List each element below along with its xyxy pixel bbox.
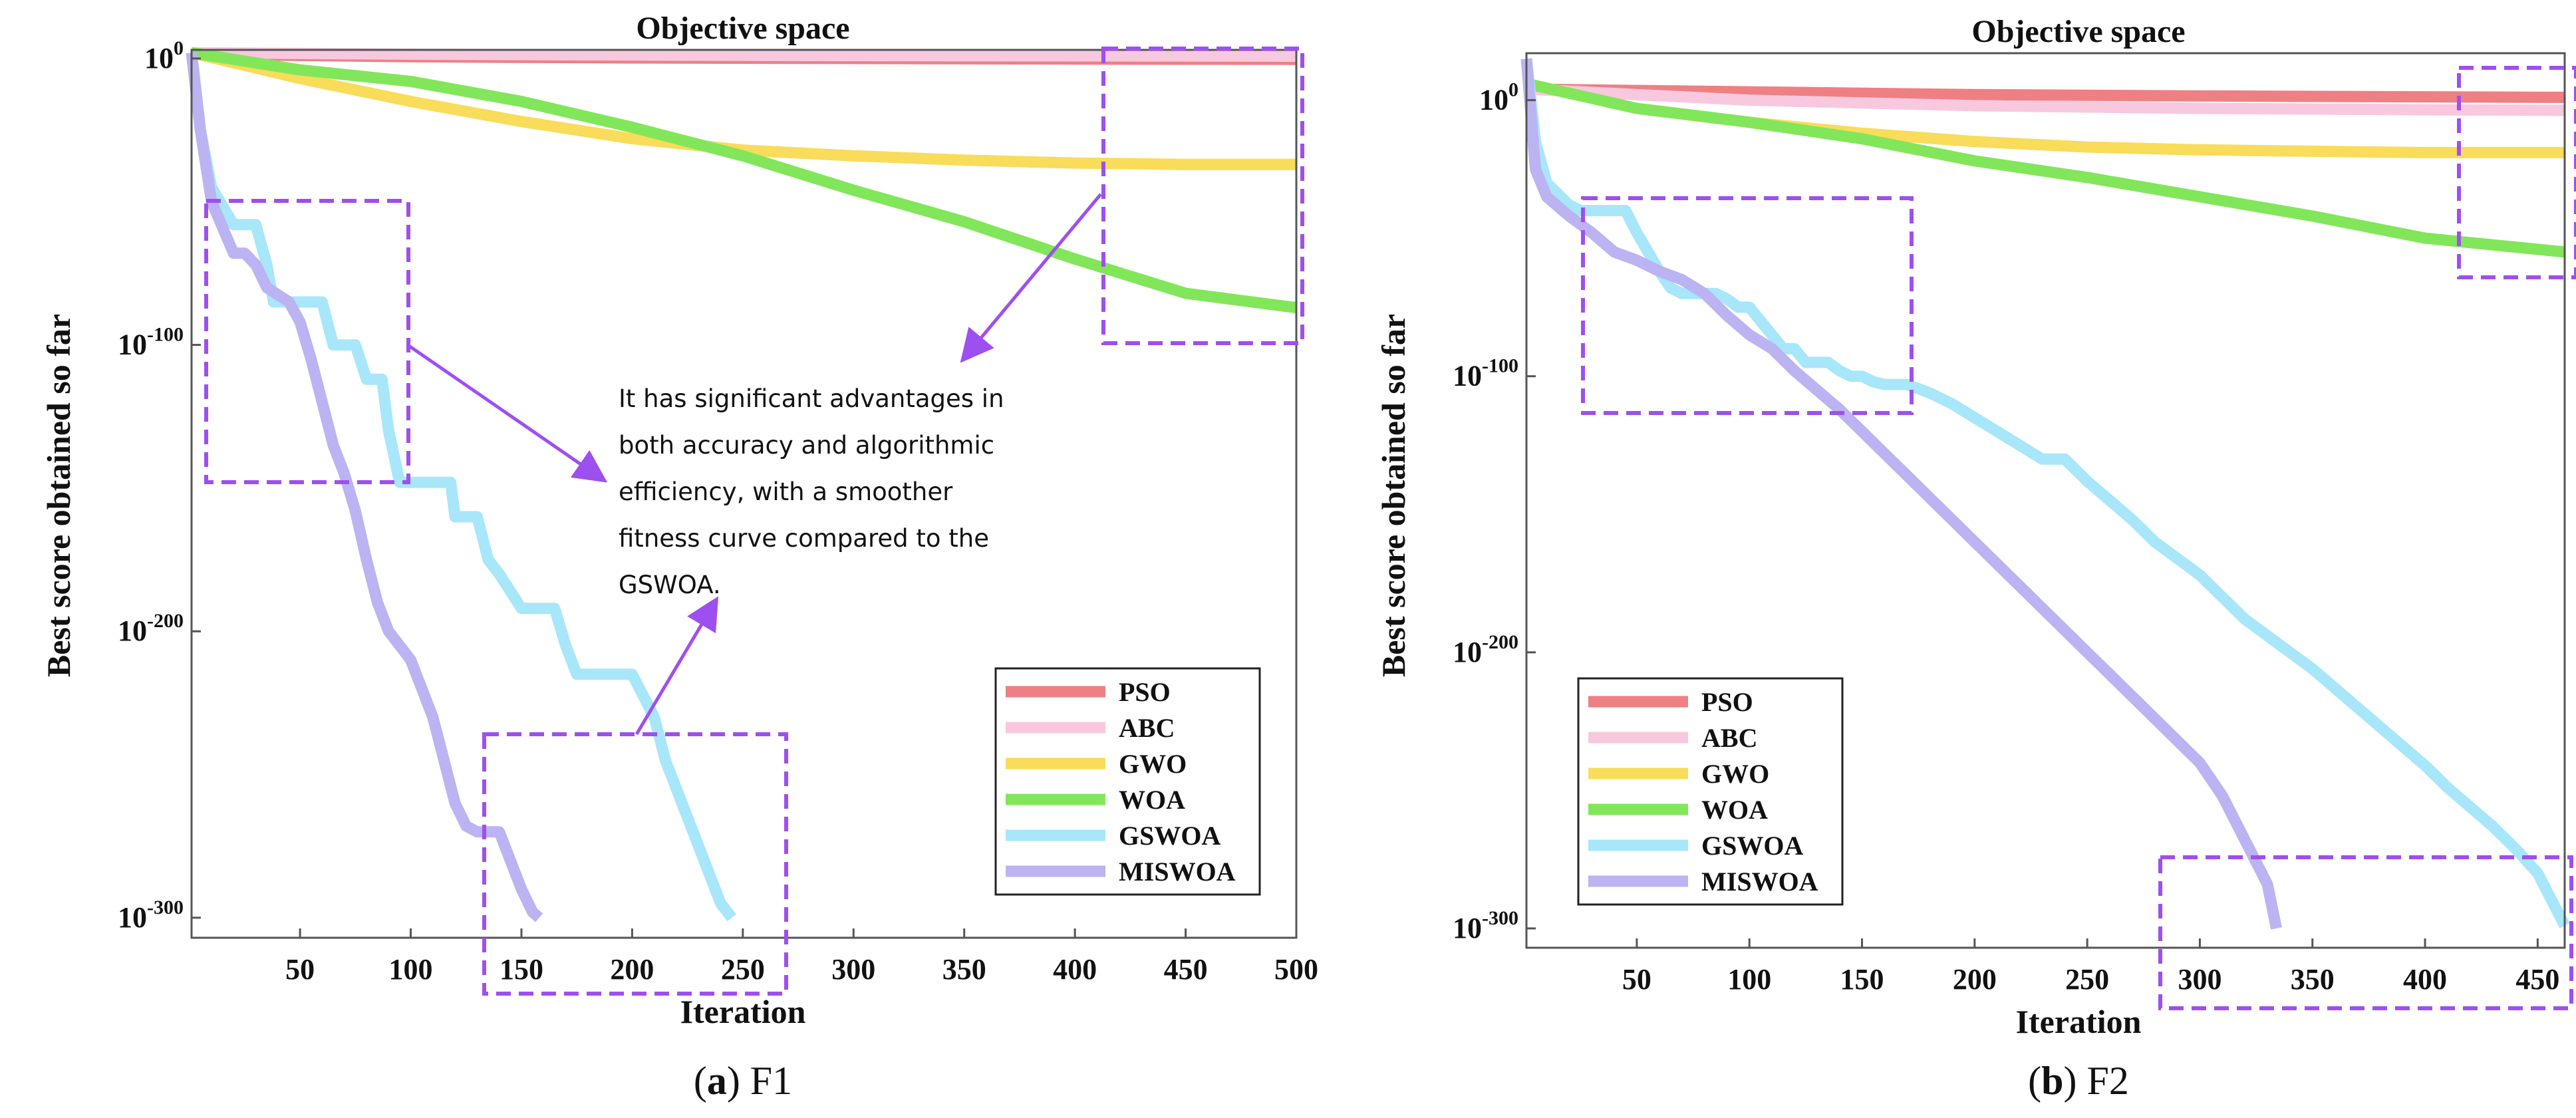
x-tick-label: 300 (831, 953, 875, 986)
y-tick-labels: 100 10-100 10-200 10-300 (118, 37, 201, 934)
zoom-box-convergence (2158, 855, 2573, 1010)
annotation-line: fitness curve compared to the (619, 524, 989, 553)
legend-label-miswoa: MISWOA (1701, 867, 1818, 897)
x-tick-label: 350 (2291, 963, 2335, 996)
y-tick-label: 100 (144, 37, 184, 74)
zoom-box-early (1581, 196, 1914, 415)
legend: PSO ABC GWO WOA GSWOA MISWOA (994, 667, 1261, 896)
series-line-miswoa (1520, 58, 2282, 930)
caption-text: F1 (750, 1059, 792, 1103)
x-tick-labels: 50 100 150 200 250 300 350 400 450 (1622, 938, 2559, 996)
y-tick-labels: 100 10-100 10-200 10-300 (1453, 79, 1536, 944)
x-tick-label: 500 (1274, 953, 1318, 986)
annotation-line: GSWOA. (619, 571, 721, 599)
series-line-miswoa (186, 52, 543, 922)
x-tick-label: 50 (285, 953, 315, 986)
y-tick-label: 10-300 (118, 897, 184, 934)
annotation-text: It has significant advantages in both ac… (619, 384, 1004, 599)
panel-caption: (a) F1 (694, 1059, 792, 1103)
legend-label-abc: ABC (1119, 713, 1175, 743)
zoom-box-late (1101, 47, 1304, 345)
legend-label-gwo: GWO (1119, 749, 1187, 779)
series-line-gwo (190, 47, 1296, 170)
arrow-late (960, 193, 1102, 363)
zoom-boxes (204, 47, 1304, 996)
x-tick-label: 450 (2515, 963, 2559, 996)
x-tick-label: 100 (389, 953, 433, 986)
x-tick-label: 300 (2178, 963, 2221, 996)
panel-caption: (b) F2 (2028, 1059, 2129, 1103)
series-line-abc (1526, 83, 2565, 116)
plot-frame (1525, 52, 2566, 949)
y-tick-label: 10-100 (1453, 355, 1518, 392)
x-tick-label: 400 (2403, 963, 2447, 996)
x-tick-labels: 50 100 150 200 250 300 350 400 450 500 (285, 928, 1318, 986)
legend-box (994, 667, 1261, 896)
x-axis-label: Iteration (2016, 1003, 2142, 1040)
series-line-abc (191, 47, 1297, 62)
caption-letter: b (2041, 1059, 2063, 1103)
x-tick-label: 150 (1840, 963, 1884, 996)
series-line-woa (190, 47, 1298, 314)
series-layer (1520, 58, 2570, 930)
chart-title: Objective space (1971, 14, 2185, 49)
legend-label-pso: PSO (1119, 677, 1171, 707)
x-tick-label: 200 (610, 953, 654, 986)
y-tick-label: 10-100 (118, 324, 184, 361)
y-axis-label: Best score obtained so far (40, 314, 77, 677)
arrow-convergence (635, 596, 719, 736)
legend-entries: PSO ABC GWO WOA GSWOA MISWOA (1006, 677, 1236, 887)
y-tick-label: 10-200 (118, 610, 184, 647)
annotation-line: efficiency, with a smoother (619, 478, 953, 506)
x-tick-label: 150 (500, 953, 543, 986)
plot-frame (190, 49, 1298, 939)
legend-label-gswoa: GSWOA (1701, 831, 1803, 861)
zoom-box-late (2457, 66, 2576, 279)
legend-label-abc: ABC (1701, 723, 1757, 753)
zoom-box-convergence (482, 732, 788, 996)
zoom-boxes (1581, 66, 2576, 1010)
series-line-woa (1525, 78, 2565, 258)
chart-panel-f1: Objective space Best score obtained so f… (40, 11, 1318, 1103)
x-axis-label: Iteration (680, 993, 806, 1030)
arrow-early (406, 343, 608, 483)
x-tick-label: 200 (1953, 963, 1997, 996)
legend-box (1577, 677, 1844, 906)
chart-panel-f2: Objective space Best score obtained so f… (1375, 14, 2576, 1103)
legend-label-woa: WOA (1119, 785, 1185, 815)
caption-text: F2 (2086, 1059, 2128, 1103)
y-tick-label: 10-300 (1453, 907, 1518, 944)
x-tick-label: 250 (721, 953, 765, 986)
x-tick-label: 400 (1053, 953, 1097, 986)
x-tick-label: 450 (1164, 953, 1208, 986)
zoom-box-early (204, 199, 410, 484)
annotation-arrows (406, 193, 1102, 736)
annotation-line: both accuracy and algorithmic (619, 431, 994, 460)
series-line-gswoa (1520, 58, 2570, 928)
annotation-line: It has significant advantages in (619, 384, 1004, 413)
x-tick-label: 50 (1622, 963, 1651, 996)
legend-entries: PSO ABC GWO WOA GSWOA MISWOA (1588, 687, 1818, 897)
x-tick-label: 350 (942, 953, 986, 986)
y-tick-label: 10-200 (1453, 631, 1518, 668)
legend: PSO ABC GWO WOA GSWOA MISWOA (1577, 677, 1844, 906)
x-tick-label: 100 (1727, 963, 1771, 996)
legend-label-woa: WOA (1701, 795, 1768, 825)
y-tick-label: 100 (1479, 79, 1518, 116)
series-line-pso (1526, 83, 2565, 103)
caption-letter: a (707, 1059, 727, 1103)
x-tick-label: 250 (2065, 963, 2109, 996)
chart-title: Objective space (636, 11, 849, 46)
legend-label-gswoa: GSWOA (1119, 821, 1220, 851)
y-axis-label: Best score obtained so far (1375, 314, 1412, 677)
legend-label-gwo: GWO (1701, 759, 1769, 789)
legend-label-pso: PSO (1701, 687, 1753, 717)
series-layer (186, 47, 1298, 922)
legend-label-miswoa: MISWOA (1119, 857, 1236, 887)
